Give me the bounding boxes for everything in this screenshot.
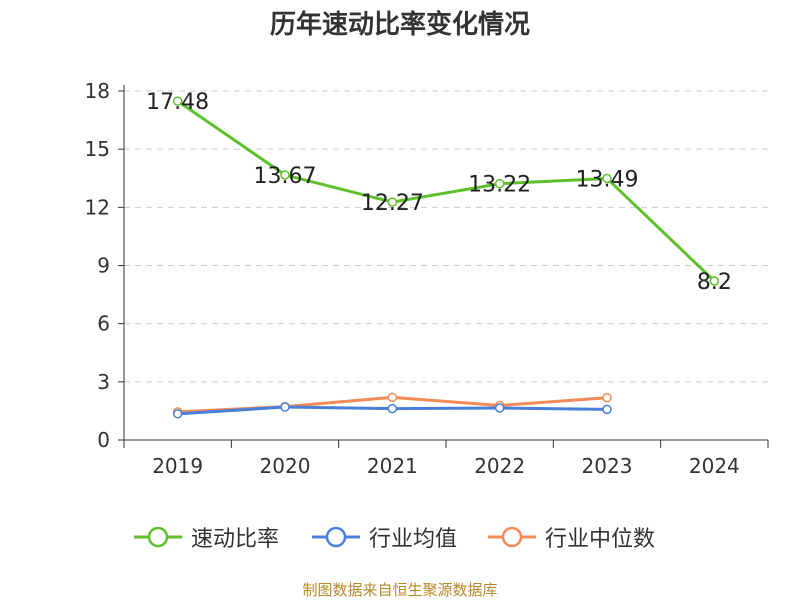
data-point: [172, 409, 183, 419]
x-tick-label: 2019: [152, 454, 203, 478]
data-point: [387, 392, 398, 403]
chart-legend: 速动比率 行业均值 行业中位数: [0, 519, 800, 555]
y-tick-label: 9: [97, 254, 110, 278]
data-label: 13.49: [576, 167, 639, 192]
series-line: [176, 99, 716, 283]
data-point: [602, 404, 612, 415]
legend-marker: [501, 526, 523, 548]
legend-marker: [325, 526, 347, 548]
data-label: 13.22: [468, 173, 531, 198]
data-point: [172, 96, 183, 106]
data-label: 13.67: [254, 164, 317, 189]
legend-label: 速动比率: [191, 527, 280, 552]
y-tick-label: 0: [97, 428, 110, 452]
data-point: [494, 403, 505, 413]
data-point: [602, 392, 612, 403]
x-tick-label: 2020: [260, 454, 311, 478]
data-point: [494, 178, 505, 189]
data-point: [280, 170, 290, 180]
legend-label: 行业均值: [369, 527, 458, 552]
x-tick-label: 2024: [689, 454, 740, 478]
legend-item-quick-ratio[interactable]: 速动比率: [133, 519, 279, 555]
legend-line-icon: [134, 526, 182, 548]
data-label: 12.27: [361, 191, 424, 216]
source-footer: 制图数据来自恒生聚源数据库: [302, 581, 498, 599]
data-point: [387, 403, 398, 414]
x-tick-label: 2022: [474, 454, 525, 478]
data-point: [709, 276, 720, 286]
y-tick-label: 15: [85, 137, 110, 161]
x-tick-label: 2021: [367, 454, 418, 478]
x-tick-label: 2023: [582, 454, 633, 478]
legend-line-icon: [312, 526, 360, 548]
legend-marker: [147, 526, 169, 548]
legend-item-industry-mean[interactable]: 行业均值: [311, 519, 457, 555]
y-tick-label: 3: [97, 370, 110, 394]
legend-item-industry-median[interactable]: 行业中位数: [487, 519, 655, 555]
data-point: [602, 173, 612, 184]
y-tick-label: 18: [85, 79, 110, 103]
legend-line-icon: [488, 526, 536, 548]
data-point: [387, 197, 398, 207]
legend-label: 行业中位数: [545, 527, 656, 552]
data-label: 17.48: [146, 90, 209, 115]
y-tick-label: 6: [97, 312, 110, 336]
y-tick-label: 12: [85, 195, 110, 219]
chart-title: 历年速动比率变化情况: [269, 10, 530, 40]
data-label: 8.2: [697, 270, 732, 295]
data-point: [280, 402, 290, 412]
